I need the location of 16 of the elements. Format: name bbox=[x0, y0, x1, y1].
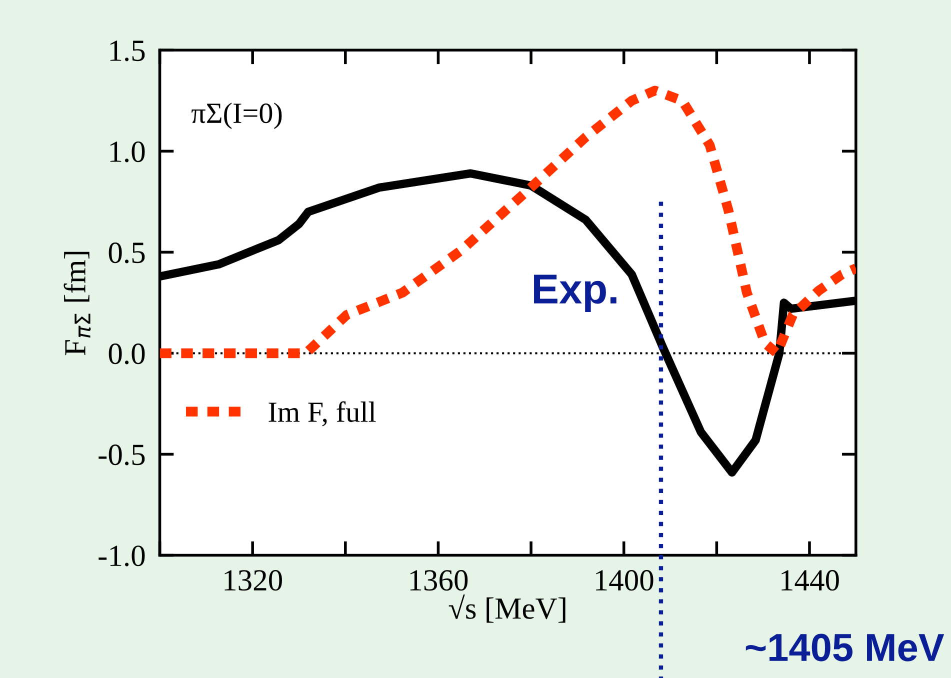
x-tick-label: 1440 bbox=[782, 570, 839, 591]
text: ~1405 MeV bbox=[746, 634, 944, 662]
annotation: πΣ(I=0) bbox=[191, 102, 282, 130]
y-tick-label: 1.5 bbox=[110, 40, 145, 62]
y-tick-label: 0.5 bbox=[108, 242, 145, 264]
y-tick-label: -1.0 bbox=[98, 546, 145, 566]
x-tick-label: 1400 bbox=[596, 570, 654, 591]
y-tick-label: -0.5 bbox=[98, 444, 145, 466]
ref-line-label: Exp. bbox=[534, 274, 616, 312]
x-axis-title: √s [MeV] bbox=[448, 594, 566, 623]
y-tick-label: 0.0 bbox=[108, 344, 145, 364]
y-axis-title: F$_{πΣ}$ [fm] bbox=[64, 252, 91, 356]
legend-label: Im F, full bbox=[268, 401, 376, 426]
x-tick-label: 1360 bbox=[410, 570, 468, 591]
y-tick-label: 1.0 bbox=[110, 141, 145, 162]
x-tick-label: 1320 bbox=[224, 570, 282, 591]
